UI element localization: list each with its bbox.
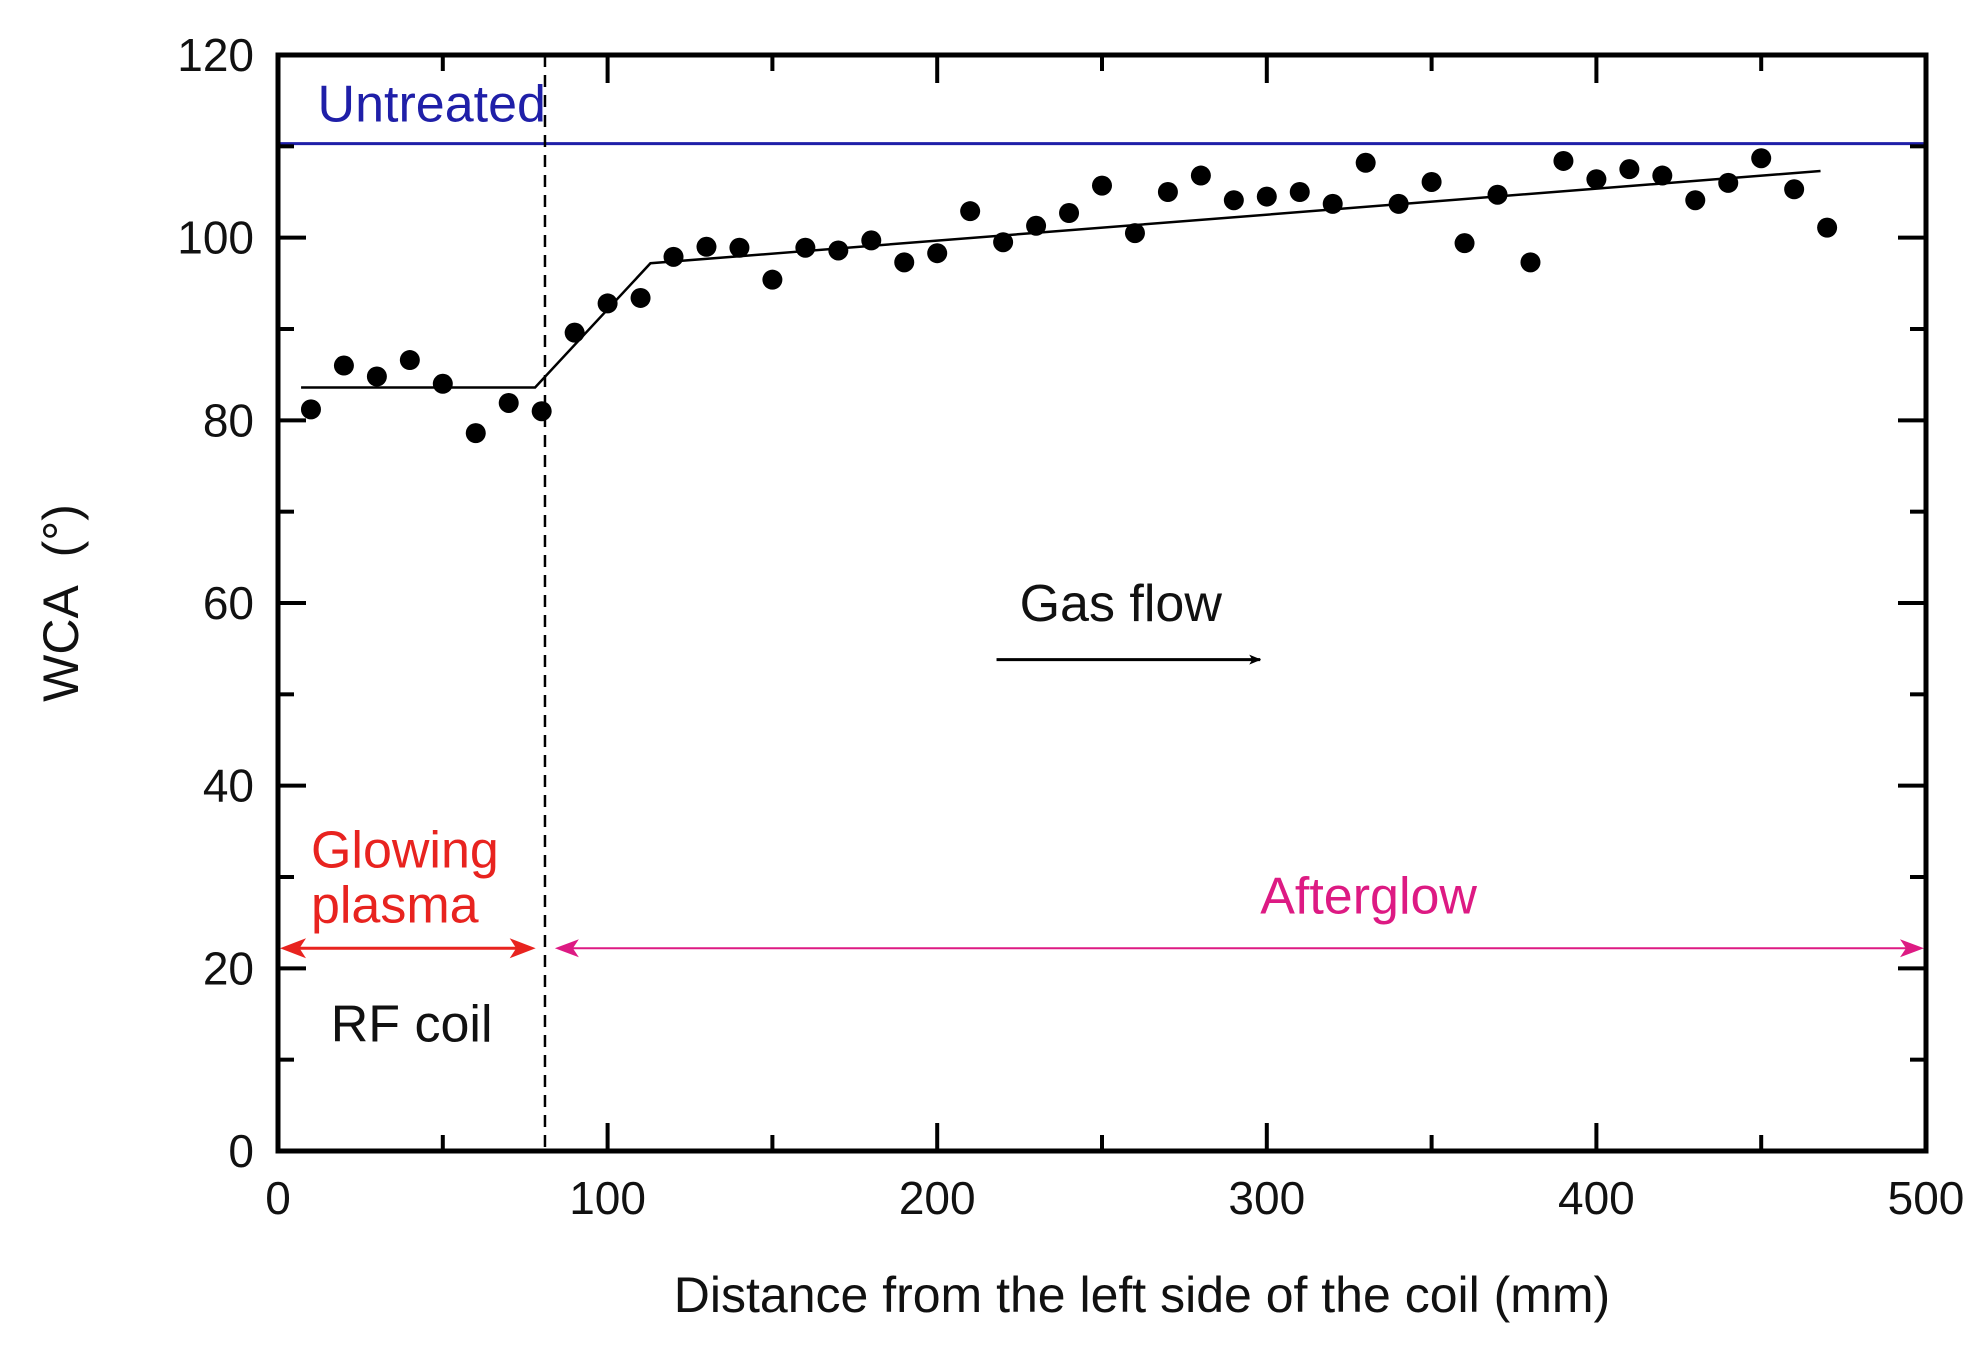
x-tick-label: 200 xyxy=(899,1172,976,1224)
data-point xyxy=(1454,233,1475,254)
data-point xyxy=(399,350,420,371)
data-point xyxy=(795,237,816,258)
y-tick-label: 100 xyxy=(177,212,254,264)
data-point xyxy=(1026,215,1047,236)
data-point xyxy=(498,392,519,413)
axis-ticks xyxy=(276,53,1928,1153)
glowing-plasma-region: Glowing plasma xyxy=(280,822,536,959)
data-point xyxy=(531,401,552,422)
afterglow-label: Afterglow xyxy=(1260,867,1477,925)
x-tick-label: 100 xyxy=(569,1172,646,1224)
y-tick-label: 60 xyxy=(203,577,254,629)
data-point xyxy=(696,236,717,257)
data-point xyxy=(1751,148,1772,169)
data-point xyxy=(861,230,882,251)
data-point xyxy=(1388,193,1409,214)
data-point xyxy=(1092,175,1112,196)
data-point xyxy=(729,237,750,258)
data-point xyxy=(1190,165,1211,186)
y-tick-label: 80 xyxy=(203,394,254,446)
data-point xyxy=(1487,184,1508,205)
data-point xyxy=(333,355,354,376)
data-point xyxy=(1223,190,1244,211)
data-point xyxy=(1289,182,1310,202)
data-point xyxy=(1619,159,1640,180)
rf-coil-label: RF coil xyxy=(331,996,493,1054)
data-points xyxy=(300,148,1838,444)
gas-flow-label: Gas flow xyxy=(1020,575,1223,633)
data-point xyxy=(993,232,1014,253)
data-point xyxy=(1586,169,1607,190)
y-tick-labels: 0 20 40 60 80 100 120 xyxy=(177,29,254,1177)
data-point xyxy=(927,243,948,264)
data-point xyxy=(1784,179,1805,200)
data-point xyxy=(1718,172,1739,193)
data-point xyxy=(1520,252,1541,273)
x-tick-label: 500 xyxy=(1888,1172,1965,1224)
data-point xyxy=(762,269,783,290)
data-point xyxy=(1059,203,1080,224)
x-tick-label: 400 xyxy=(1558,1172,1635,1224)
untreated-label: Untreated xyxy=(318,76,546,134)
glowing-label-line2: plasma xyxy=(311,876,479,934)
data-point xyxy=(564,322,585,343)
y-tick-label: 120 xyxy=(177,29,254,81)
data-point xyxy=(1652,165,1673,186)
x-tick-label: 300 xyxy=(1228,1172,1305,1224)
trend-fit-line xyxy=(301,169,1821,389)
data-point xyxy=(597,293,618,314)
x-tick-labels: 0 100 200 300 400 500 xyxy=(265,1172,1964,1224)
data-point xyxy=(663,246,684,267)
data-point xyxy=(1256,186,1277,207)
data-point xyxy=(465,423,486,444)
data-point xyxy=(1322,193,1343,214)
data-point xyxy=(366,366,387,387)
y-tick-label: 20 xyxy=(203,942,254,994)
afterglow-arrowhead-left xyxy=(554,939,579,958)
data-point xyxy=(432,373,453,394)
data-point xyxy=(1817,217,1838,238)
x-tick-label: 0 xyxy=(265,1172,291,1224)
x-axis-title: Distance from the left side of the coil … xyxy=(674,1267,1610,1323)
data-point xyxy=(630,287,651,308)
y-tick-label: 0 xyxy=(228,1125,254,1177)
glowing-plasma-arrowhead-right xyxy=(509,938,536,959)
afterglow-region: Afterglow xyxy=(554,867,1924,958)
y-axis-title: WCA (°) xyxy=(33,504,89,702)
data-point xyxy=(1355,152,1376,173)
data-point xyxy=(1157,182,1178,202)
data-point xyxy=(300,399,321,420)
glowing-label-line1: Glowing xyxy=(311,822,499,880)
data-point xyxy=(894,252,915,273)
glowing-plasma-arrowhead-left xyxy=(280,938,306,959)
data-point xyxy=(960,201,981,222)
data-point xyxy=(1421,171,1442,192)
data-point xyxy=(1553,150,1574,171)
afterglow-arrowhead-right xyxy=(1900,939,1924,958)
data-point xyxy=(1685,190,1706,211)
data-point xyxy=(828,240,849,261)
y-tick-label: 40 xyxy=(203,760,254,812)
data-point xyxy=(1124,223,1145,244)
